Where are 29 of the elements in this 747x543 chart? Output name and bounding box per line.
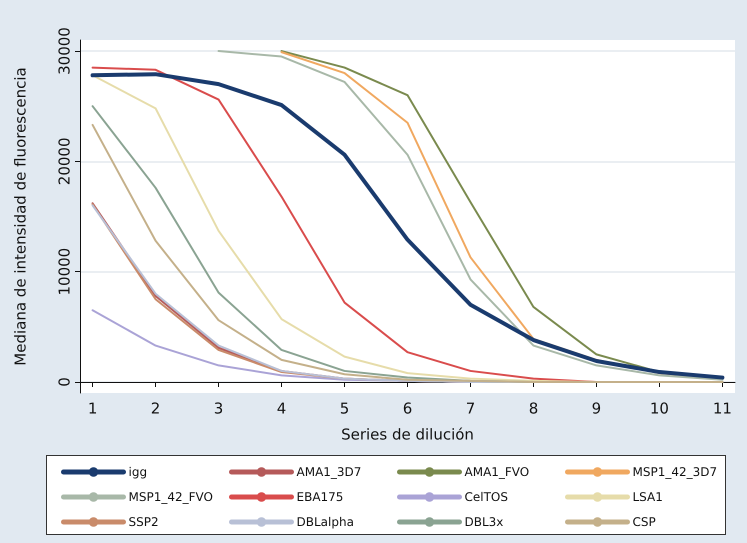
legend-label: CSP [632,515,656,529]
x-tick-label: 8 [528,400,538,418]
legend-label: DBL3x [464,515,504,529]
x-tick-label: 2 [150,400,160,418]
x-tick-label: 1 [88,400,98,418]
x-tick-label: 9 [592,400,602,418]
legend-label: MSP1_42_FVO [128,490,213,504]
y-axis-title: Mediana de intensidad de fluorescencia [12,67,30,366]
x-axis-title: Series de dilución [341,426,474,444]
legend-label: LSA1 [632,490,663,504]
legend-label: AMA1_FVO [464,465,530,479]
y-tick-label: 30000 [56,27,74,75]
y-tick-label: 20000 [56,137,74,186]
legend-label: CelTOS [464,490,508,504]
x-tick-label: 3 [214,400,224,418]
y-tick-label: 0 [56,377,74,387]
x-tick-label: 5 [340,400,350,418]
x-tick-label: 10 [650,400,669,418]
x-tick-label: 11 [712,400,732,418]
x-tick-label: 6 [402,400,412,418]
legend-label: MSP1_42_3D7 [632,465,718,479]
legend-label: AMA1_3D7 [296,465,362,479]
legend-label: SSP2 [128,515,159,529]
x-tick-label: 4 [276,400,286,418]
legend-label: DBLalpha [296,515,354,529]
x-tick-label: 7 [466,400,476,418]
legend-label: EBA175 [296,490,344,504]
y-tick-label: 10000 [56,248,74,296]
legend-label: igg [128,465,148,479]
